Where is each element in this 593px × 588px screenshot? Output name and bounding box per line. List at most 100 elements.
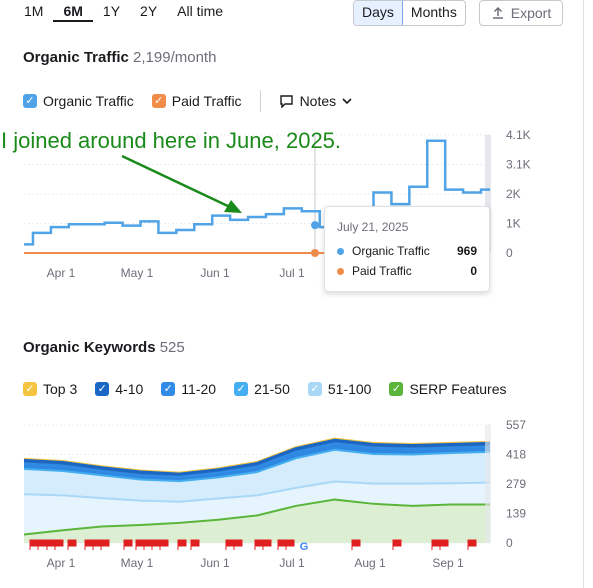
x-tick-label: Aug 1 <box>354 556 386 570</box>
tooltip-organic-row: Organic Traffic 969 <box>337 244 477 258</box>
serp-flag-icon <box>37 539 47 550</box>
checkbox-checked-icon: ✓ <box>307 382 322 396</box>
checkbox-checked-icon: ✓ <box>23 94 37 108</box>
range-1y-button[interactable]: 1Y <box>102 3 121 19</box>
x-tick-label: Apr 1 <box>47 556 76 570</box>
y-tick-label: 2K <box>506 187 521 201</box>
serp-flag-icon <box>467 539 477 550</box>
organic-traffic-line <box>24 139 490 246</box>
serp-flag-icon <box>225 539 235 550</box>
legend-21-50[interactable]: ✓ 21-50 <box>234 381 290 397</box>
serp-flag-icon <box>67 539 77 550</box>
view-toggle: Days Months <box>353 0 466 26</box>
legend-51-100[interactable]: ✓ 51-100 <box>307 381 372 397</box>
serp-flag-icon <box>84 539 94 550</box>
legend-paid-traffic[interactable]: ✓ Paid Traffic <box>151 93 242 109</box>
serp-flag-icon <box>277 539 287 550</box>
tooltip-organic-label: Organic Traffic <box>352 244 430 258</box>
legend-serp-label: SERP Features <box>409 381 507 397</box>
y-tick-label: 4.1K <box>506 128 531 142</box>
line-serp-features <box>23 498 490 536</box>
months-button[interactable]: Months <box>410 4 457 20</box>
checkbox-checked-icon: ✓ <box>95 382 110 396</box>
notes-label: Notes <box>299 93 337 109</box>
legend-organic-traffic[interactable]: ✓ Organic Traffic <box>23 93 134 109</box>
y-tick-label: 418 <box>506 448 526 462</box>
annotation-arrow-line <box>121 154 233 210</box>
serp-flag-icon <box>92 539 102 550</box>
range-1m-button[interactable]: 1M <box>24 3 44 19</box>
area-serp-features <box>24 499 490 543</box>
legend-top3-label: Top 3 <box>43 381 78 397</box>
legend-organic-label: Organic Traffic <box>43 93 134 109</box>
x-tick-label: May 1 <box>121 266 154 280</box>
export-label: Export <box>510 5 552 21</box>
line-11-20 <box>23 442 491 478</box>
x-tick-label: Jun 1 <box>200 556 230 570</box>
line-21-50 <box>23 448 491 483</box>
y-tick-label: 3.1K <box>506 158 531 172</box>
upload-icon <box>492 6 503 19</box>
y-tick-label: 0 <box>506 246 513 260</box>
x-tick-label: Apr 1 <box>47 266 76 280</box>
legend-11-20-label: 11-20 <box>181 381 217 397</box>
y-tick-label: 279 <box>506 477 526 491</box>
paid-dot-icon <box>337 267 344 275</box>
export-button[interactable]: Export <box>479 0 563 26</box>
serp-flag-icon <box>46 539 56 550</box>
range-6m-button[interactable]: 6M <box>53 0 93 22</box>
comment-icon <box>279 95 293 108</box>
organic-traffic-count: 2,199/month <box>133 49 217 66</box>
legend-21-50-label: 21-50 <box>254 381 290 397</box>
serp-flag-icon <box>190 539 200 550</box>
serp-flag-icon <box>285 539 295 550</box>
serp-flag-icon <box>100 539 110 550</box>
legend-4-10[interactable]: ✓ 4-10 <box>95 381 143 397</box>
traffic-legend: ✓ Organic Traffic ✓ Paid Traffic Notes <box>23 90 364 112</box>
tooltip-paid-label: Paid Traffic <box>352 264 412 278</box>
organic-keywords-heading: Organic Keywords 525 <box>23 339 185 356</box>
serp-flag-icon <box>143 539 153 550</box>
serp-flag-icon <box>351 539 361 550</box>
hover-organic-point <box>311 221 319 230</box>
serp-flag-icon <box>159 539 169 550</box>
y-tick-label: 1K <box>506 217 521 231</box>
checkbox-checked-icon: ✓ <box>151 94 166 108</box>
notes-dropdown[interactable]: Notes <box>279 93 353 109</box>
line-4-10 <box>23 438 491 476</box>
organic-traffic-chart[interactable]: 4.1K 3.1K 2K 1K 0 Apr 1 May 1 Jun 1 Jul 1 <box>0 120 593 290</box>
legend-11-20[interactable]: ✓ 11-20 <box>161 381 216 397</box>
serp-flag-icon <box>254 539 264 550</box>
legend-51-100-label: 51-100 <box>327 381 372 397</box>
legend-top3[interactable]: ✓ Top 3 <box>23 381 77 397</box>
serp-flag-icon <box>431 539 441 550</box>
checkbox-checked-icon: ✓ <box>161 382 176 396</box>
days-button[interactable]: Days <box>354 1 403 25</box>
serp-flag-icon <box>54 539 64 550</box>
organic-traffic-heading: Organic Traffic 2,199/month <box>23 49 216 66</box>
organic-keywords-count: 525 <box>159 339 185 356</box>
legend-serp-features[interactable]: ✓ SERP Features <box>389 381 506 397</box>
chart-tooltip: July 21, 2025 Organic Traffic 969 Paid T… <box>324 206 490 292</box>
serp-flag-icon <box>135 539 145 550</box>
organic-keywords-chart[interactable]: 557 418 279 139 0 Apr 1 May 1 Jun 1 Jul 1 Aug 1 Se… <box>0 410 593 580</box>
checkbox-checked-icon: ✓ <box>23 382 37 396</box>
scroll-edge <box>485 135 491 253</box>
range-2y-button[interactable]: 2Y <box>140 3 158 19</box>
tooltip-date: July 21, 2025 <box>337 220 409 234</box>
x-tick-label: May 1 <box>121 556 154 570</box>
range-all-time-button[interactable]: All time <box>177 3 224 19</box>
keywords-legend: ✓ Top 3 ✓ 4-10 ✓ 11-20 ✓ 21-50 ✓ 51-100 … <box>23 381 518 397</box>
annotation-text: I joined around here in June, 2025. <box>1 128 342 153</box>
serp-flag-icon <box>29 539 39 550</box>
legend-divider <box>259 90 261 112</box>
serp-flag-icon <box>439 539 449 550</box>
x-tick-label: Jul 1 <box>279 556 305 570</box>
tooltip-organic-value: 969 <box>456 244 477 258</box>
legend-paid-label: Paid Traffic <box>171 93 242 109</box>
range-selector: 1M 6M 1Y 2Y All time <box>14 0 233 22</box>
right-divider <box>583 0 584 588</box>
google-update-icon: G <box>300 541 309 553</box>
tooltip-paid-row: Paid Traffic 0 <box>337 264 477 278</box>
hover-paid-point <box>311 249 319 257</box>
